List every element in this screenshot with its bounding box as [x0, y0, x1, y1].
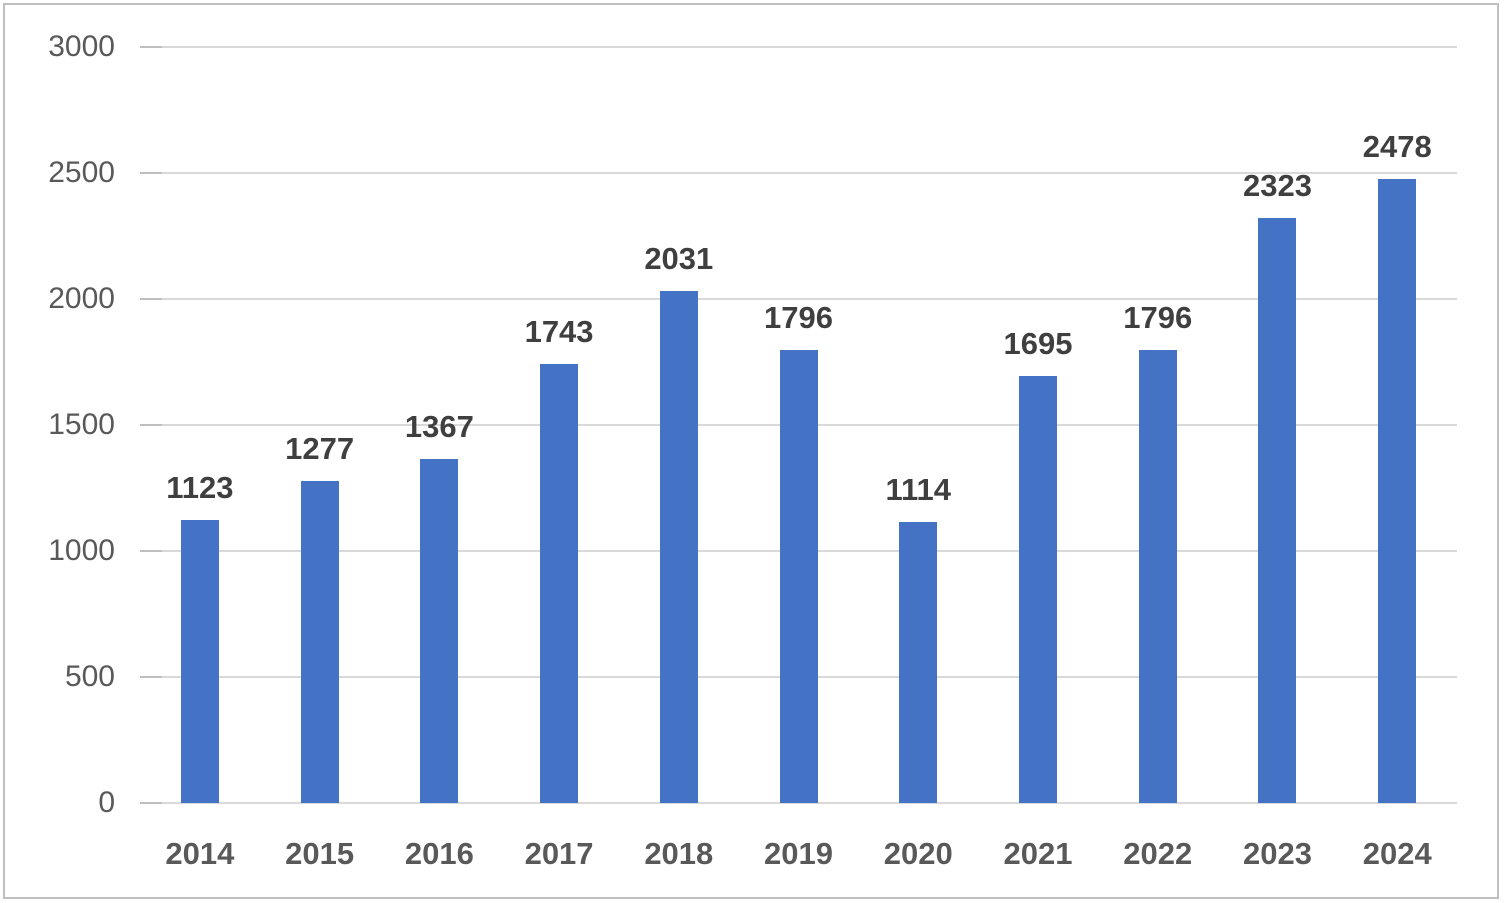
tick-mark [140, 802, 162, 804]
data-label-2016: 1367 [404, 408, 474, 444]
bar-column-2020: 1114 [858, 47, 978, 803]
bar-2018 [659, 291, 698, 803]
gridline [140, 46, 1457, 48]
x-axis-category-label: 2016 [404, 836, 474, 871]
x-axis-category-label: 2023 [1242, 836, 1312, 871]
bar-chart: 1123 1277 1367 1743 2031 1796 1114 1695 1796 2323… [3, 3, 1499, 899]
x-axis-category-label: 2024 [1362, 836, 1432, 871]
x-axis: 2014 2015 2016 2017 2018 2019 2020 2021 2022 2023… [140, 837, 1457, 877]
bar-column-2015: 1277 [260, 47, 380, 803]
data-label-2015: 1277 [285, 431, 355, 467]
bar-2016 [420, 458, 459, 803]
x-axis-category-label: 2022 [1123, 836, 1193, 871]
bar-2015 [300, 481, 339, 803]
tick-mark [140, 424, 162, 426]
bar-column-2018: 2031 [619, 47, 739, 803]
data-label-2020: 1114 [885, 472, 952, 508]
data-label-2017: 1743 [524, 313, 594, 349]
tick-mark [140, 172, 162, 174]
data-label-2014: 1123 [166, 470, 234, 506]
bar-column-2016: 1367 [379, 47, 499, 803]
bar-2023 [1258, 217, 1297, 803]
bar-column-2024: 2478 [1337, 47, 1457, 803]
x-axis-category-label: 2019 [764, 836, 834, 871]
y-axis-tick-label: 2500 [48, 156, 115, 189]
y-axis-tick-label: 1500 [48, 408, 115, 441]
data-label-2018: 2031 [644, 241, 714, 277]
data-label-2024: 2478 [1362, 128, 1432, 164]
tick-mark [140, 46, 162, 48]
y-axis-tick-label: 500 [64, 660, 115, 693]
plot-area: 1123 1277 1367 1743 2031 1796 1114 1695 1796 2323… [140, 46, 1457, 804]
data-label-2022: 1796 [1123, 300, 1193, 336]
bar-2020 [899, 522, 938, 803]
y-axis-tick-label: 2000 [48, 282, 115, 315]
x-axis-category-label: 2018 [644, 836, 714, 871]
x-axis-category-label: 2021 [1003, 836, 1073, 871]
bar-2022 [1138, 350, 1177, 803]
x-axis-category-label: 2014 [165, 836, 235, 871]
bar-column-2017: 1743 [499, 47, 619, 803]
bar-column-2022: 1796 [1098, 47, 1218, 803]
data-label-2023: 2323 [1242, 167, 1312, 203]
x-axis-category-label: 2017 [524, 836, 594, 871]
gridline [140, 298, 1457, 301]
bars-layer: 1123 1277 1367 1743 2031 1796 1114 1695 1796 2323… [140, 47, 1457, 803]
gridline [140, 802, 1457, 804]
bar-2024 [1378, 178, 1417, 803]
bar-2014 [180, 520, 219, 803]
gridline [140, 172, 1457, 174]
bar-2019 [779, 350, 818, 803]
y-axis-tick-label: 0 [98, 786, 115, 819]
bar-column-2014: 1123 [140, 47, 260, 803]
y-axis: 0 500 1000 1500 2000 2500 3000 [5, 32, 115, 818]
bar-column-2021: 1695 [978, 47, 1098, 803]
data-label-2019: 1796 [764, 300, 834, 336]
x-axis-category-label: 2020 [883, 836, 953, 871]
data-label-2021: 1695 [1003, 325, 1073, 361]
bar-2021 [1019, 375, 1057, 803]
x-axis-category-label: 2015 [285, 836, 355, 871]
bar-column-2023: 2323 [1218, 47, 1338, 803]
bar-2017 [540, 363, 579, 803]
y-axis-tick-label: 3000 [48, 30, 115, 63]
tick-mark [140, 550, 162, 553]
tick-mark [140, 676, 162, 679]
bar-column-2019: 1796 [739, 47, 859, 803]
y-axis-tick-label: 1000 [48, 534, 115, 567]
tick-mark [140, 298, 162, 301]
